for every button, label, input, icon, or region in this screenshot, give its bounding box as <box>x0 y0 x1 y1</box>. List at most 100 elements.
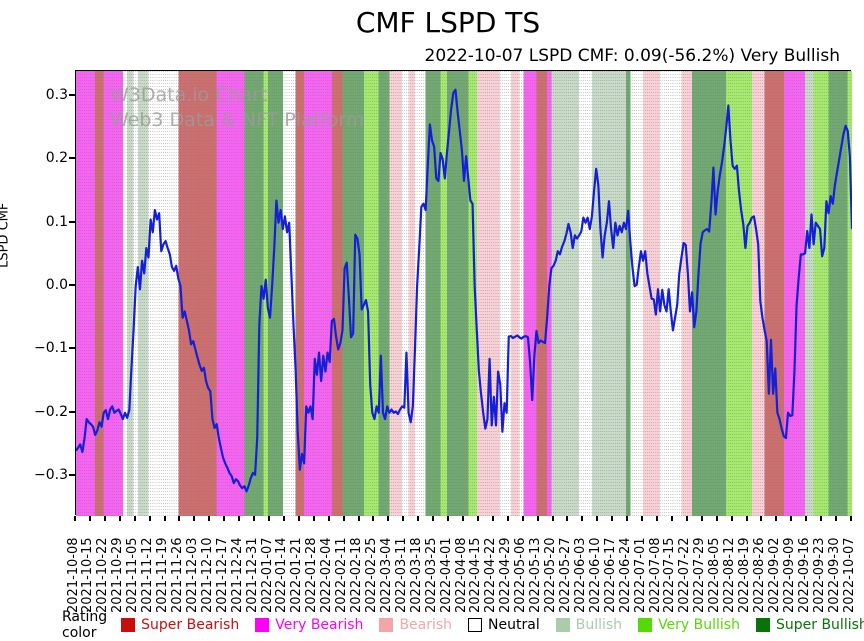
x-tick-mark <box>417 516 420 521</box>
x-tick-mark <box>521 516 524 521</box>
x-tick-mark <box>805 516 808 521</box>
chart-title: CMF LSPD TS <box>355 6 541 39</box>
x-tick-mark <box>626 516 629 521</box>
y-tick-mark <box>69 220 75 223</box>
x-tick-label: 2022-05-27 <box>557 537 573 613</box>
x-tick-mark <box>745 516 748 521</box>
legend-item-label: Neutral <box>488 617 540 633</box>
x-tick-mark <box>462 516 464 521</box>
x-tick-label: 2022-04-29 <box>498 537 514 613</box>
x-tick-label: 2022-03-18 <box>408 537 424 613</box>
x-tick-mark <box>715 516 718 521</box>
x-tick-label: 2021-10-22 <box>95 537 111 613</box>
x-tick-label: 2021-11-26 <box>169 537 185 613</box>
x-tick-label: 2022-08-19 <box>737 537 753 613</box>
rating-legend: Rating color Super Bearish Very Bearish Be… <box>62 609 864 641</box>
legend-item-neutral: Neutral <box>468 617 540 633</box>
legend-title: Rating color <box>62 609 108 641</box>
legend-item-label: Very Bearish <box>275 617 364 633</box>
x-tick-mark <box>88 516 91 521</box>
rating-band-bearish <box>681 71 693 516</box>
rating-band-super_bearish <box>331 71 343 516</box>
x-tick-label: 2022-09-02 <box>766 537 782 613</box>
legend-swatch-icon <box>755 618 770 632</box>
y-axis-label: LSPD CMF <box>0 202 12 268</box>
rating-band-very_bullish <box>440 71 447 516</box>
rating-band-neutral <box>402 71 409 516</box>
rating-band-bearish <box>476 71 501 516</box>
x-tick-label: 2021-12-03 <box>184 537 200 613</box>
legend-item-label: Bullish <box>575 617 623 633</box>
rating-band-bullish <box>127 71 134 516</box>
legend-item-label: Very Bullish <box>658 617 740 633</box>
legend-swatch-icon <box>379 618 394 632</box>
rating-band-super_bullish <box>828 71 848 516</box>
rating-band-bullish <box>551 71 580 516</box>
plot-area: W3Data.io Chart Web3 Data & NFT Platform <box>75 70 852 516</box>
x-tick-mark <box>282 516 285 521</box>
rating-band-very_bearish <box>216 71 245 516</box>
legend-item-very-bearish: Very Bearish <box>255 617 363 633</box>
rating-band-very_bearish <box>76 71 96 516</box>
rating-band-super_bullish <box>267 71 283 516</box>
x-tick-mark <box>193 516 196 521</box>
legend-item-very-bullish: Very Bullish <box>638 617 740 633</box>
x-tick-mark <box>850 516 852 521</box>
x-tick-mark <box>611 516 614 521</box>
x-tick-label: 2022-08-12 <box>722 537 738 613</box>
rating-band-neutral <box>414 71 426 516</box>
x-tick-label: 2022-06-03 <box>572 537 588 613</box>
x-tick-label: 2022-08-26 <box>751 537 767 613</box>
y-tick-mark <box>69 157 75 160</box>
x-tick-label: 2022-07-08 <box>647 537 663 613</box>
x-tick-label: 2022-03-04 <box>378 537 394 613</box>
x-tick-label: 2022-09-23 <box>811 537 827 613</box>
rating-band-very_bearish <box>304 71 332 516</box>
x-tick-label: 2022-03-11 <box>393 537 409 613</box>
x-tick-label: 2022-01-14 <box>274 537 290 613</box>
y-tick-label: 0.1 <box>45 213 68 230</box>
x-tick-label: 2022-02-25 <box>363 537 379 613</box>
x-tick-mark <box>566 516 569 521</box>
legend-item-super-bullish: Super Bullish <box>755 617 864 633</box>
x-tick-mark <box>641 516 644 521</box>
x-tick-mark <box>402 516 405 521</box>
x-tick-mark <box>118 516 121 521</box>
x-tick-label: 2022-05-06 <box>513 537 529 613</box>
x-tick-label: 2022-09-09 <box>781 537 797 613</box>
legend-swatch-icon <box>255 618 270 632</box>
rating-band-very_bullish <box>363 71 379 516</box>
x-tick-label: 2021-11-12 <box>140 537 156 613</box>
legend-swatch-icon <box>468 618 483 632</box>
legend-swatch-icon <box>638 618 653 632</box>
x-tick-label: 2022-05-20 <box>543 537 559 613</box>
rating-band-very_bearish <box>103 71 123 516</box>
x-tick-mark <box>223 516 226 521</box>
x-tick-label: 2022-06-17 <box>602 537 618 613</box>
x-tick-mark <box>357 516 360 521</box>
legend-item-label: Super Bearish <box>141 617 240 633</box>
rating-band-neutral <box>500 71 511 516</box>
x-tick-mark <box>656 516 658 521</box>
rating-band-bearish <box>408 71 415 516</box>
x-tick-label: 2021-12-24 <box>229 537 245 613</box>
x-tick-mark <box>387 516 390 521</box>
legend-item-label: Bearish <box>399 617 453 633</box>
rating-band-super_bullish <box>425 71 441 516</box>
rating-band-super_bearish <box>764 71 784 516</box>
x-tick-label: 2022-03-25 <box>423 537 439 613</box>
x-tick-label: 2021-10-15 <box>80 537 96 613</box>
x-tick-mark <box>536 516 539 521</box>
legend-item-bearish: Bearish <box>379 617 452 633</box>
x-tick-mark <box>730 516 733 521</box>
x-tick-mark <box>835 516 838 521</box>
x-tick-label: 2022-09-16 <box>796 537 812 613</box>
y-tick-label: 0.3 <box>45 87 68 104</box>
x-tick-mark <box>581 516 584 521</box>
x-tick-label: 2022-04-01 <box>438 537 454 613</box>
x-tick-mark <box>327 516 330 521</box>
x-tick-mark <box>476 516 479 521</box>
x-tick-label: 2022-07-01 <box>632 537 648 613</box>
x-tick-mark <box>596 516 599 521</box>
